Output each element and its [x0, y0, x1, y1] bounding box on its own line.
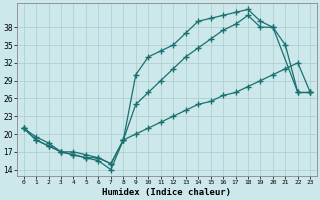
X-axis label: Humidex (Indice chaleur): Humidex (Indice chaleur)	[102, 188, 231, 197]
